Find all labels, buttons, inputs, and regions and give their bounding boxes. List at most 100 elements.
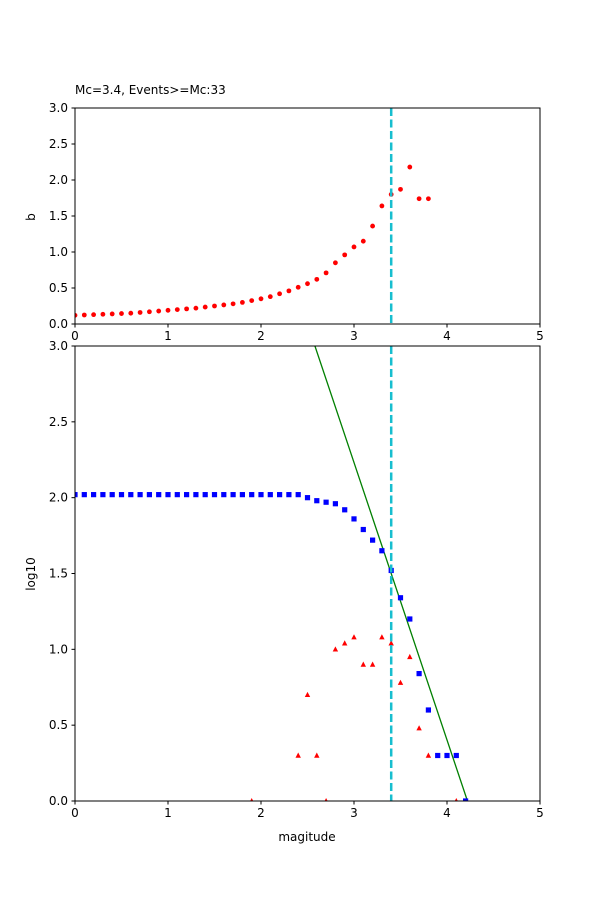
data-point	[221, 302, 227, 308]
fit-line	[314, 346, 469, 801]
data-point	[379, 634, 385, 640]
data-point	[202, 304, 208, 310]
data-point	[239, 492, 245, 498]
data-point	[360, 526, 366, 533]
data-point	[314, 276, 320, 282]
data-point	[370, 537, 376, 543]
data-point	[379, 203, 385, 209]
data-point	[221, 492, 227, 498]
data-point	[333, 260, 338, 266]
data-point	[81, 492, 87, 498]
data-point	[425, 752, 432, 758]
data-point	[416, 725, 422, 731]
fmd-panel-ylabel: log10	[24, 557, 38, 591]
data-point	[323, 270, 329, 276]
data-point	[342, 640, 348, 646]
data-point	[351, 516, 357, 522]
data-point	[147, 309, 152, 315]
data-point	[407, 653, 413, 660]
data-point	[91, 492, 97, 498]
x-tick-label: 1	[164, 329, 172, 343]
data-point	[397, 679, 404, 685]
data-point	[398, 186, 403, 192]
data-point	[397, 595, 404, 601]
data-point	[314, 498, 320, 504]
data-point	[230, 492, 236, 498]
data-point	[407, 164, 413, 170]
data-point	[128, 492, 134, 498]
data-point	[75, 312, 78, 318]
y-tick-label: 0.5	[49, 281, 68, 295]
data-point	[109, 311, 115, 317]
b-value-panel: Mc=3.4, Events>=Mc:33 b 0 1 2 3 4 5 0.0 0.5 1.0 1…	[24, 83, 544, 343]
data-point	[342, 507, 348, 513]
data-point	[369, 661, 376, 667]
data-point	[267, 492, 273, 498]
data-point	[351, 244, 357, 250]
frequency-magnitude-panel: magitude log10 0 1 2 3 4 5 0.0 0.5 1.0 1.5 2.0 2.5 3…	[24, 339, 544, 844]
data-point	[324, 798, 328, 801]
data-point	[314, 752, 320, 758]
x-tick-label: 3	[350, 329, 358, 343]
data-point	[277, 492, 283, 498]
x-tick-label: 0	[71, 329, 79, 343]
data-point	[75, 492, 78, 498]
x-tick-label: 5	[536, 329, 544, 343]
x-tick-label: 2	[257, 806, 265, 820]
data-point	[81, 312, 87, 318]
b-panel-ylabel: b	[24, 213, 38, 221]
data-point	[202, 492, 208, 498]
data-point	[295, 492, 301, 498]
y-tick-label: 1.5	[49, 209, 68, 223]
y-tick-label: 1.0	[49, 245, 68, 259]
data-point	[379, 548, 385, 554]
data-point	[351, 634, 357, 640]
data-point	[277, 291, 282, 297]
x-tick-label: 5	[536, 806, 544, 820]
x-tick-label: 1	[164, 806, 172, 820]
data-point	[370, 223, 375, 229]
plot-content	[75, 346, 469, 801]
data-point	[118, 492, 125, 498]
data-point	[174, 492, 180, 498]
data-point	[463, 798, 469, 801]
x-tick-label: 0	[71, 806, 79, 820]
data-point	[137, 492, 143, 498]
data-point	[211, 492, 218, 498]
x-tick-label: 3	[350, 806, 358, 820]
data-point	[304, 691, 311, 698]
data-point	[295, 284, 301, 290]
data-point	[425, 707, 431, 713]
data-point	[435, 752, 441, 759]
data-point	[174, 307, 180, 312]
data-point	[360, 661, 366, 667]
data-point	[454, 798, 458, 801]
data-point	[295, 752, 301, 758]
y-tick-label: 0.0	[49, 794, 68, 808]
data-point	[426, 196, 431, 202]
data-point	[416, 671, 422, 677]
data-point	[453, 752, 459, 759]
data-point	[156, 492, 162, 498]
data-point	[416, 196, 422, 202]
data-point	[100, 311, 106, 317]
data-point	[258, 492, 264, 498]
y-tick-label: 1.0	[49, 642, 68, 656]
data-point	[407, 616, 413, 622]
y-tick-label: 0.5	[49, 718, 68, 732]
data-point	[332, 646, 339, 652]
x-tick-label: 2	[257, 329, 265, 343]
data-point	[156, 308, 162, 314]
plot-content	[75, 108, 431, 324]
y-tick-label: 1.5	[49, 567, 68, 581]
data-point	[267, 294, 273, 300]
data-point	[286, 288, 292, 294]
data-point	[444, 752, 450, 759]
data-point	[119, 311, 124, 316]
data-point	[249, 298, 255, 303]
data-point	[230, 301, 236, 307]
data-point	[193, 305, 199, 311]
y-tick-label: 3.0	[49, 339, 68, 353]
